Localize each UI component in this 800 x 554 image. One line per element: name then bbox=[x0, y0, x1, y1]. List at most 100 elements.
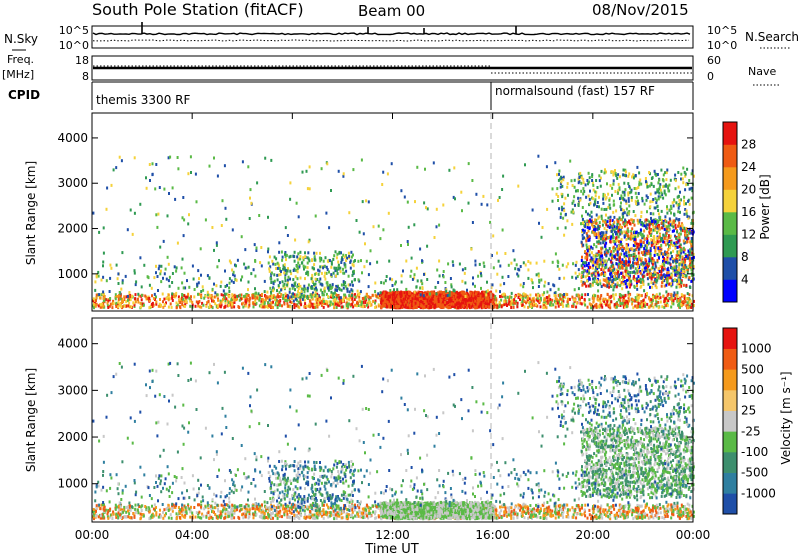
power-point bbox=[582, 181, 585, 185]
power-point bbox=[438, 290, 441, 294]
power-point bbox=[677, 206, 680, 210]
power-point bbox=[552, 303, 555, 307]
power-point bbox=[610, 260, 613, 264]
power-point bbox=[588, 227, 591, 230]
power-point bbox=[677, 299, 680, 303]
power-point bbox=[586, 255, 589, 259]
power-point bbox=[590, 256, 593, 260]
power-point bbox=[363, 305, 366, 308]
power-point bbox=[632, 277, 635, 281]
power-point bbox=[214, 295, 217, 299]
power-point bbox=[621, 265, 624, 268]
power-point bbox=[165, 301, 167, 305]
power-point bbox=[658, 185, 661, 189]
power-point bbox=[330, 303, 332, 307]
power-point bbox=[469, 293, 472, 297]
power-point bbox=[643, 237, 646, 241]
power-point bbox=[690, 306, 693, 309]
power-point bbox=[254, 299, 257, 303]
power-point bbox=[326, 302, 329, 306]
power-point bbox=[675, 241, 678, 245]
power-point bbox=[127, 298, 129, 302]
power-point bbox=[500, 298, 503, 302]
power-point bbox=[652, 225, 655, 229]
power-point bbox=[592, 221, 595, 225]
power-point bbox=[588, 238, 591, 242]
power-point bbox=[682, 302, 685, 306]
power-point bbox=[681, 255, 684, 259]
power-point bbox=[377, 294, 379, 298]
power-point bbox=[674, 223, 677, 227]
power-point bbox=[675, 265, 678, 269]
power-point bbox=[233, 301, 236, 304]
power-point bbox=[255, 301, 258, 305]
power-point bbox=[403, 291, 406, 295]
power-point bbox=[634, 199, 637, 203]
power-point bbox=[667, 224, 670, 228]
power-point bbox=[449, 300, 452, 303]
power-point bbox=[684, 174, 687, 178]
power-point bbox=[384, 290, 387, 294]
power-point bbox=[494, 303, 496, 307]
power-point bbox=[605, 230, 608, 234]
power-point bbox=[595, 221, 598, 225]
power-point bbox=[641, 268, 644, 272]
power-point bbox=[664, 304, 667, 308]
power-point bbox=[93, 303, 96, 307]
power-point bbox=[115, 295, 118, 298]
power-point bbox=[606, 300, 609, 304]
power-point bbox=[104, 298, 107, 302]
power-point bbox=[641, 236, 644, 240]
power-point bbox=[224, 305, 226, 309]
power-point bbox=[670, 211, 672, 215]
power-point bbox=[108, 304, 111, 308]
power-point bbox=[634, 278, 637, 282]
power-point bbox=[479, 299, 482, 303]
power-point bbox=[647, 249, 650, 253]
power-point bbox=[612, 249, 615, 253]
power-point bbox=[163, 297, 166, 301]
power-point bbox=[690, 221, 693, 225]
power-point bbox=[406, 297, 409, 301]
power-point bbox=[586, 258, 589, 262]
power-point bbox=[125, 295, 128, 299]
power-point bbox=[578, 295, 581, 299]
power-point bbox=[587, 265, 590, 269]
power-point bbox=[597, 273, 600, 277]
power-point bbox=[687, 199, 690, 203]
power-point bbox=[676, 299, 679, 303]
power-point bbox=[293, 302, 296, 306]
power-point bbox=[270, 305, 273, 309]
power-point bbox=[473, 305, 476, 309]
power-point bbox=[489, 298, 492, 302]
power-point bbox=[626, 300, 629, 304]
power-point bbox=[103, 292, 105, 296]
power-point bbox=[417, 292, 420, 296]
power-point bbox=[626, 221, 629, 225]
power-point bbox=[416, 295, 419, 299]
power-point bbox=[474, 292, 477, 296]
power-point bbox=[627, 278, 630, 282]
power-point bbox=[677, 278, 680, 282]
power-point bbox=[494, 297, 497, 301]
power-point bbox=[620, 201, 622, 205]
power-point bbox=[688, 276, 691, 280]
power-point bbox=[529, 305, 532, 308]
power-point bbox=[639, 245, 642, 249]
power-point bbox=[393, 300, 396, 304]
power-point bbox=[612, 265, 615, 269]
power-point bbox=[662, 233, 665, 237]
power-point bbox=[171, 296, 174, 300]
power-point bbox=[670, 207, 673, 211]
power-point bbox=[602, 197, 605, 201]
power-point bbox=[645, 223, 648, 227]
power-point bbox=[631, 270, 634, 274]
power-point bbox=[666, 205, 668, 209]
power-point bbox=[121, 305, 124, 309]
power-point bbox=[600, 285, 603, 288]
power-point bbox=[673, 198, 676, 202]
power-point bbox=[366, 293, 368, 297]
power-point bbox=[667, 221, 670, 225]
power-point bbox=[646, 249, 649, 253]
power-point bbox=[680, 293, 683, 297]
